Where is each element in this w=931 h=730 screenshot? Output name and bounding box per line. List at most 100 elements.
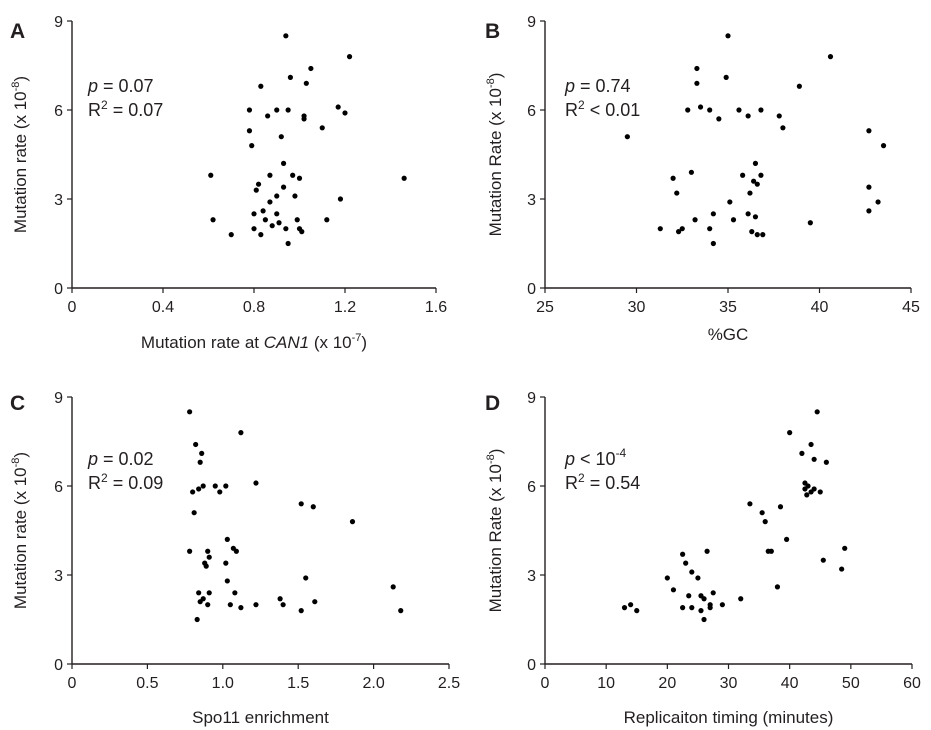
- x-tick-label: 2.5: [438, 675, 460, 692]
- x-tick-label: 0.5: [136, 675, 158, 692]
- data-point: [303, 80, 309, 86]
- data-point: [675, 229, 682, 235]
- data-point: [747, 190, 753, 196]
- y-axis-title-part: Mutation rate (x 10: [11, 91, 30, 233]
- data-point: [808, 441, 814, 448]
- y-tick-label: 0: [54, 281, 63, 298]
- data-point: [342, 110, 348, 116]
- r-symbol: R: [88, 473, 101, 493]
- panel-d: D 0 10 20 30 40 50 60 0 3 6 9 Replicaiton timing (mi…: [485, 390, 921, 727]
- data-point: [193, 441, 199, 448]
- data-point: [298, 608, 304, 614]
- data-point: [278, 134, 284, 140]
- data-point: [701, 616, 707, 623]
- y-tick-label: 3: [527, 192, 536, 209]
- data-point: [754, 232, 760, 238]
- data-point: [255, 181, 262, 187]
- x-axis-title-part: Replicaiton timing (minutes): [624, 708, 834, 727]
- x-tick-label: 10: [597, 675, 615, 692]
- data-point: [738, 596, 744, 602]
- data-point: [212, 483, 218, 489]
- x-tick-label: 20: [658, 675, 676, 692]
- data-point: [274, 211, 280, 217]
- data-point: [205, 548, 211, 554]
- data-point: [866, 128, 872, 134]
- data-point: [285, 107, 291, 113]
- data-point: [727, 199, 733, 205]
- data-point: [274, 107, 280, 113]
- data-point: [725, 33, 731, 39]
- data-point: [762, 519, 768, 525]
- p-symbol: p: [87, 76, 98, 96]
- data-point: [206, 554, 212, 560]
- data-point: [238, 430, 244, 436]
- data-point: [253, 480, 259, 486]
- y-tick-label: 0: [54, 657, 63, 674]
- data-point: [716, 116, 722, 122]
- data-point: [701, 596, 707, 602]
- data-point: [688, 169, 695, 175]
- data-point: [692, 217, 698, 223]
- data-point: [719, 602, 725, 608]
- data-point: [827, 54, 834, 60]
- data-point: [694, 80, 700, 86]
- data-point: [758, 172, 764, 178]
- x-tick-label: 0.8: [243, 299, 265, 316]
- y-axis-title-part: ): [11, 76, 30, 82]
- panel-a: A 0 0.4 0.8 1.2 1.6 0 3 6 9 Mutation rate at CAN1 …: [10, 14, 447, 352]
- data-point: [401, 175, 407, 181]
- x-axis-title-part: Spo11 enrichment: [192, 708, 329, 727]
- y-tick-label: 3: [527, 568, 536, 585]
- data-point: [754, 181, 760, 187]
- data-point: [777, 504, 784, 510]
- x-tick-label: 40: [811, 299, 829, 316]
- x-axis-title: %GC: [708, 325, 749, 344]
- data-point: [283, 33, 289, 39]
- r-symbol: R: [565, 100, 578, 120]
- y-axis-title-part: ): [486, 73, 505, 79]
- r-squared-value: = 0.07: [108, 100, 164, 120]
- data-point: [232, 590, 238, 596]
- data-point: [337, 196, 344, 202]
- y-tick-label: 6: [54, 103, 63, 120]
- data-point: [694, 65, 700, 72]
- data-point: [811, 456, 817, 462]
- data-point: [258, 83, 264, 89]
- data-point: [187, 409, 193, 415]
- data-point: [194, 616, 200, 623]
- data-point: [335, 104, 341, 110]
- panel-letter: A: [10, 20, 25, 43]
- panel-b: B 25 30 35 40 45 0 3 6 9 %GC Mutation Rate (x 10-8)…: [485, 14, 920, 344]
- data-point: [296, 175, 303, 181]
- x-tick-label: 40: [781, 675, 799, 692]
- r-squared-text: R2 < 0.01: [565, 98, 640, 120]
- data-point: [312, 599, 318, 605]
- data-point: [298, 501, 304, 507]
- data-point: [820, 557, 826, 563]
- data-point: [265, 113, 271, 119]
- x-axis-title-part: Mutation rate at: [141, 333, 264, 352]
- p-value: = 0.02: [98, 449, 154, 469]
- y-tick-label: 6: [54, 479, 63, 496]
- data-point: [804, 492, 810, 498]
- data-point: [223, 560, 229, 566]
- x-tick-label: 1.0: [212, 675, 234, 692]
- data-point: [260, 208, 266, 214]
- data-point: [752, 214, 759, 220]
- data-point: [287, 74, 293, 80]
- x-tick-label: 60: [903, 675, 921, 692]
- data-point: [196, 486, 202, 492]
- data-point: [730, 217, 737, 223]
- data-point: [749, 229, 755, 235]
- data-point: [301, 116, 307, 122]
- p-value: = 0.07: [98, 76, 154, 96]
- data-point: [197, 459, 203, 465]
- data-point: [680, 551, 686, 557]
- data-point: [290, 172, 296, 178]
- data-point: [276, 220, 282, 226]
- data-point: [253, 602, 259, 608]
- p-value: = 0.74: [575, 76, 631, 96]
- data-point: [686, 593, 692, 599]
- data-point: [227, 602, 233, 608]
